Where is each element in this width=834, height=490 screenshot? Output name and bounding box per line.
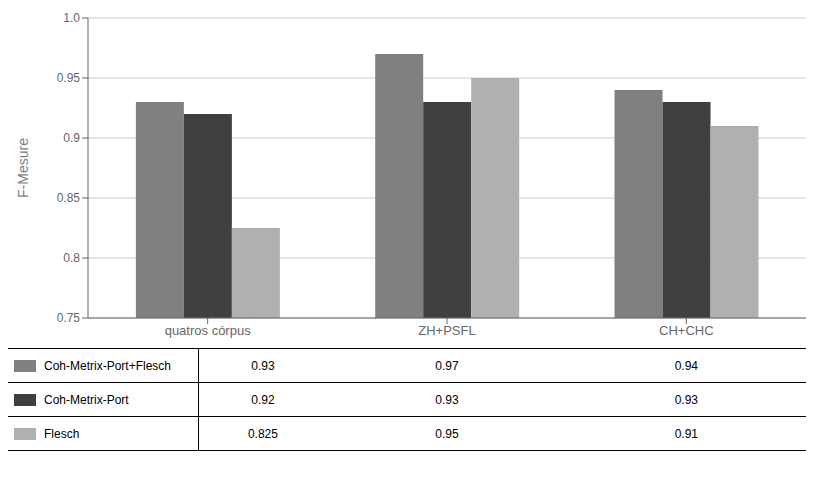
svg-text:0.85: 0.85	[57, 191, 81, 205]
html-text:0.91: 0.91	[674, 426, 698, 441]
svg-text:0.8: 0.8	[63, 251, 80, 265]
html-text:0.94: 0.94	[674, 358, 698, 373]
html-text:0.95: 0.95	[435, 426, 459, 441]
html-text:0.92: 0.92	[251, 392, 275, 407]
svg-text:quatros córpus: quatros córpus	[165, 323, 251, 338]
html-text:0.825: 0.825	[247, 426, 278, 441]
svg-text:ZH+PSFL: ZH+PSFL	[418, 323, 475, 338]
html-text:Flesch: Flesch	[44, 426, 80, 441]
html-text:0.93: 0.93	[674, 392, 698, 407]
svg-text:0.95: 0.95	[57, 71, 81, 85]
svg-text:0.9: 0.9	[63, 131, 80, 145]
html-text:0.97: 0.97	[435, 358, 459, 373]
svg-text:CH+CHC: CH+CHC	[659, 323, 714, 338]
html-text:0.93: 0.93	[435, 392, 459, 407]
svg-text:0.75: 0.75	[57, 311, 81, 325]
html-text:Coh-Metrix-Port+Flesch: Coh-Metrix-Port+Flesch	[44, 358, 171, 373]
html-text:Coh-Metrix-Port: Coh-Metrix-Port	[44, 392, 129, 407]
svg-text:1.0: 1.0	[63, 11, 80, 25]
html-text:0.93: 0.93	[251, 358, 275, 373]
svg-text:F-Mesure: F-Mesure	[15, 138, 31, 198]
